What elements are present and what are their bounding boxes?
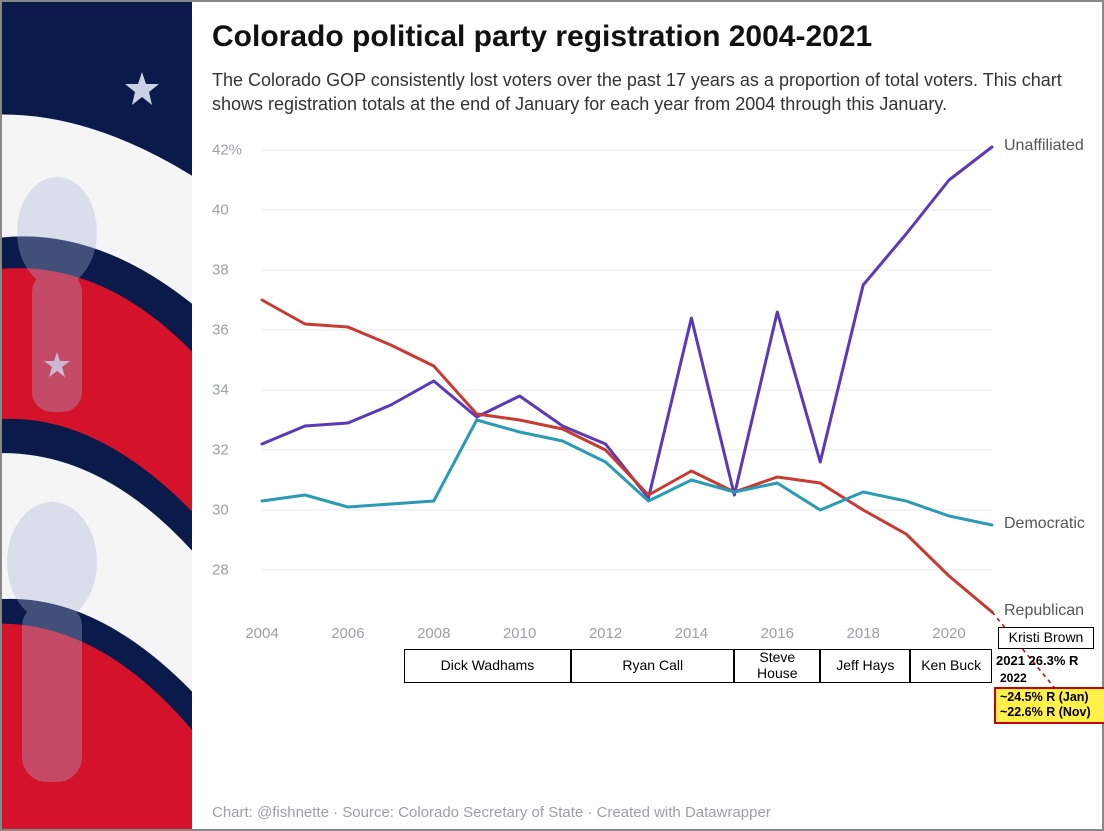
- y-axis-tick: 34: [212, 381, 229, 398]
- x-axis-tick: 2016: [761, 625, 794, 642]
- flag-art: [2, 2, 192, 829]
- x-axis-tick: 2020: [932, 625, 965, 642]
- y-axis-tick: 32: [212, 441, 229, 458]
- series-label-republican: Republican: [1004, 602, 1084, 620]
- line-chart: [212, 135, 1092, 695]
- y-axis-tick: 28: [212, 561, 229, 578]
- x-axis-tick: 2006: [331, 625, 364, 642]
- chair-box: Ken Buck: [910, 649, 992, 683]
- chart-title: Colorado political party registration 20…: [212, 20, 1092, 54]
- chart-subtitle: The Colorado GOP consistently lost voter…: [212, 68, 1092, 117]
- x-axis-tick: 2014: [675, 625, 708, 642]
- decorative-sidebar: [2, 2, 192, 829]
- y-axis-tick: 40: [212, 201, 229, 218]
- chair-box-kristi: Kristi Brown: [998, 627, 1094, 649]
- chair-box: SteveHouse: [734, 649, 820, 683]
- y-axis-tick: 30: [212, 501, 229, 518]
- x-axis-tick: 2012: [589, 625, 622, 642]
- y-axis-tick: 36: [212, 321, 229, 338]
- chair-box: Ryan Call: [571, 649, 734, 683]
- chart-credit: Chart: @fishnette · Source: Colorado Sec…: [212, 804, 771, 821]
- x-axis-tick: 2004: [245, 625, 278, 642]
- projection-2022-box: ~24.5% R (Jan)~22.6% R (Nov): [994, 687, 1104, 724]
- chair-box: Dick Wadhams: [404, 649, 571, 683]
- chart-area: 28 30 32 34 36 38 40 42% 2004 2006 2008 2010 2012 201…: [212, 135, 1092, 705]
- projection-2021: 2021 26.3% R: [996, 653, 1078, 668]
- series-label-unaffiliated: Unaffiliated: [1004, 137, 1084, 155]
- series-label-democratic: Democratic: [1004, 515, 1085, 533]
- y-axis-tick: 42%: [212, 141, 242, 158]
- main-content: Colorado political party registration 20…: [192, 2, 1102, 829]
- x-axis-tick: 2018: [846, 625, 879, 642]
- x-axis-tick: 2008: [417, 625, 450, 642]
- x-axis-tick: 2010: [503, 625, 536, 642]
- chair-box: Jeff Hays: [820, 649, 910, 683]
- y-axis-tick: 38: [212, 261, 229, 278]
